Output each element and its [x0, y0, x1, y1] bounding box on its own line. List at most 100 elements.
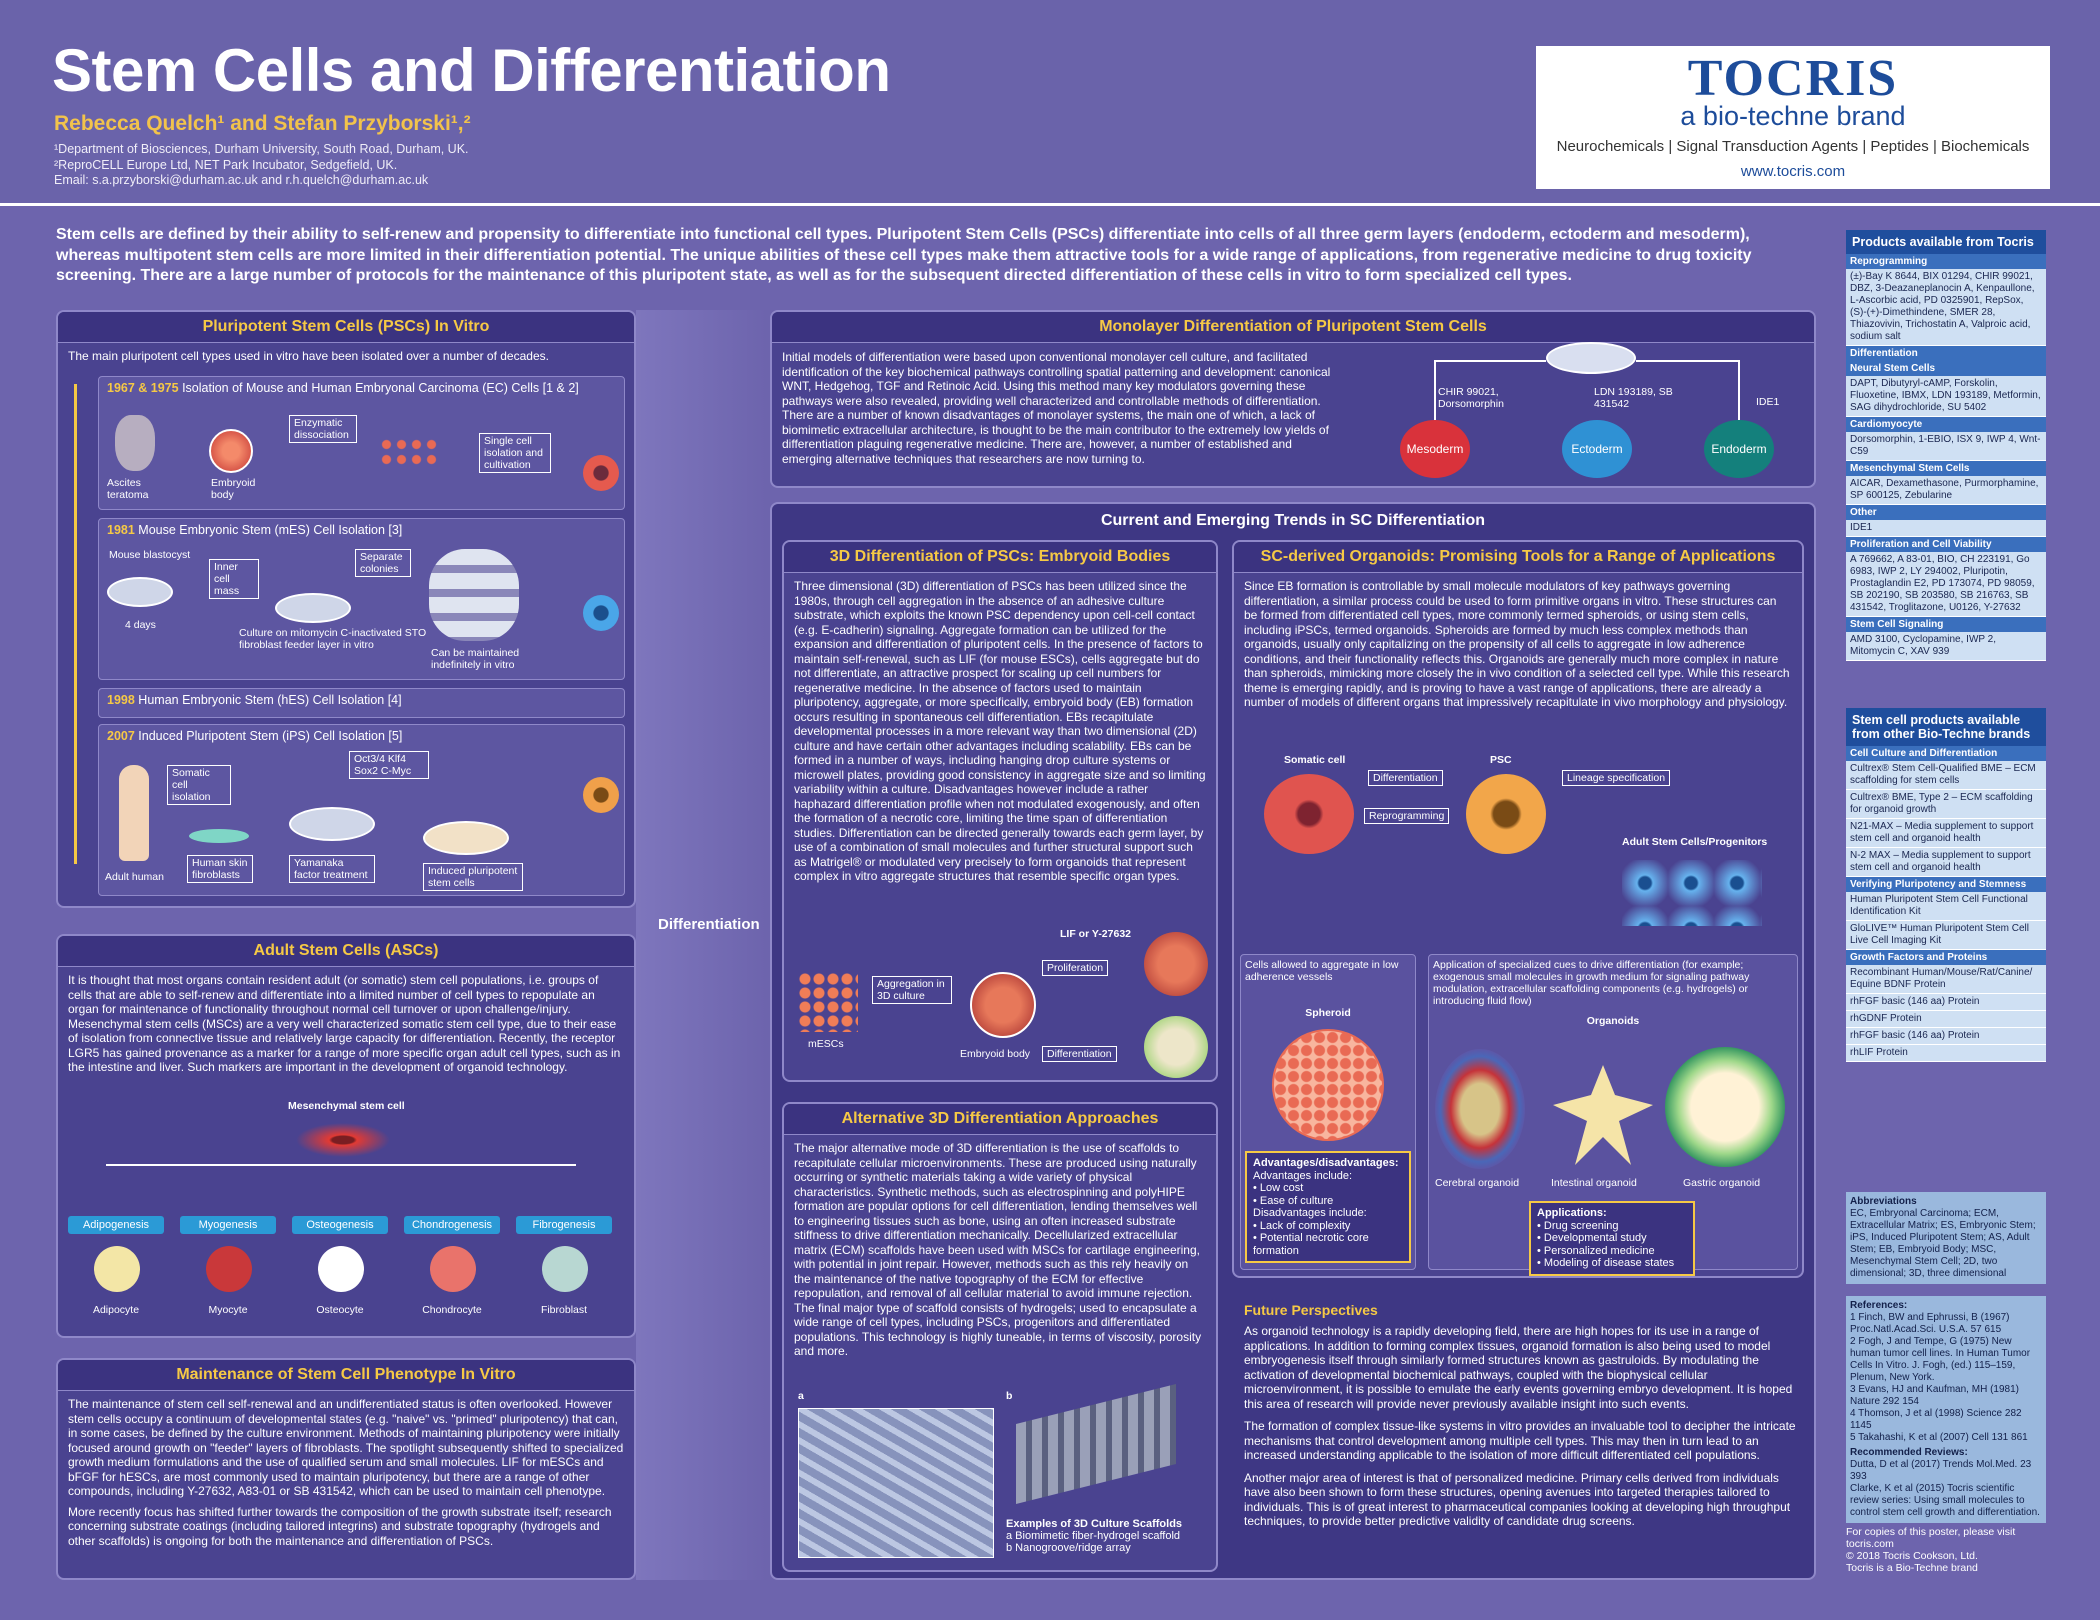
org-spec: Application of specialized cues to drive…	[1433, 959, 1750, 1007]
review-item: Clarke, K et al (2015) Tocris scientific…	[1850, 1483, 2040, 1518]
adv-item: • Lack of complexity	[1253, 1219, 1351, 1232]
reference-item: 1 Finch, BW and Ephrussi, B (1967) Proc.…	[1850, 1312, 2010, 1335]
factors-line2: Sox2 C-Myc	[354, 765, 412, 777]
lineage-cell-icon	[206, 1246, 252, 1292]
mono-branch-h	[1434, 360, 1546, 362]
sidebar-products: Products available from Tocris Reprogram…	[1846, 230, 2046, 661]
mono-dish-icon	[1546, 342, 1636, 374]
lineage-cell-label: Chondrocyte	[422, 1304, 482, 1316]
label-ascites: Ascites teratoma	[107, 477, 149, 501]
label-msc: Mesenchymal stem cell	[288, 1100, 405, 1112]
eb-text: Three dimensional (3D) differentiation o…	[794, 579, 1206, 883]
eb-panel: 3D Differentiation of PSCs: Embryoid Bod…	[782, 540, 1218, 1082]
sidebar-category: Mesenchymal Stem Cells	[1846, 461, 2046, 476]
event-1967-year: 1967 & 1975	[107, 381, 179, 395]
future-p3: Another major area of interest is that o…	[1244, 1470, 1791, 1529]
eb-aggregation: Aggregation in 3D culture	[872, 976, 952, 1004]
label-somatic: Somatic cell isolation	[167, 765, 231, 805]
reference-item: 3 Evans, HJ and Kaufman, MH (1981) Natur…	[1850, 1384, 2019, 1407]
org-spheroid: Spheroid	[1305, 1007, 1351, 1019]
sidebar-biotechne: Stem cell products available from other …	[1846, 708, 2046, 1062]
logo-url[interactable]: www.tocris.com	[1740, 163, 1846, 180]
sidebar-products-list: AICAR, Dexamethasone, Purmorphamine, SP …	[1846, 476, 2046, 505]
alt-caption: Examples of 3D Culture Scaffolds a Biomi…	[1006, 1518, 1182, 1554]
fiber-hydrogel-scaffold	[798, 1408, 994, 1558]
endoderm-icon: Endoderm	[1704, 420, 1774, 478]
sidebar-heading-1: Products available from Tocris	[1846, 230, 2046, 254]
asc-text: It is thought that most organs contain r…	[68, 973, 621, 1074]
label-yamanaka: Yamanaka factor treatment	[289, 855, 375, 883]
mono-compound-3: IDE1	[1756, 396, 1780, 408]
app-item: • Modeling of disease states	[1537, 1257, 1675, 1269]
dish-stack	[429, 549, 519, 641]
footer-line: Tocris is a Bio-Techne brand	[1846, 1562, 1978, 1574]
org-app-box: Applications: • Drug screening • Developm…	[1529, 1201, 1695, 1276]
label-ips: Induced pluripotent stem cells	[423, 863, 523, 891]
ips-dish	[423, 821, 509, 855]
tocris-logo[interactable]: TOCRIS a bio-techne brand Neurochemicals…	[1536, 46, 2050, 189]
app-item: • Personalized medicine	[1537, 1244, 1655, 1257]
sidebar-products-list: AMD 3100, Cyclopamine, IWP 2, Mitomycin …	[1846, 632, 2046, 661]
sidebar-product: Human Pluripotent Stem Cell Functional I…	[1846, 892, 2046, 921]
abbr-text: EC, Embryonal Carcinoma; ECM, Extracellu…	[1850, 1208, 2036, 1279]
psc-lead: The main pluripotent cell types used in …	[68, 349, 549, 363]
sidebar-product: GloLIVE™ Human Pluripotent Stem Cell Liv…	[1846, 921, 2046, 950]
org-app-heading: Applications:	[1537, 1207, 1607, 1219]
org-spheroid-box: Cells allowed to aggregate in low adhere…	[1240, 954, 1416, 1270]
gastric-organoid-icon	[1665, 1047, 1785, 1167]
mesoderm-icon: Mesoderm	[1400, 420, 1470, 478]
eb-mescs: mESCs	[808, 1038, 844, 1050]
sidebar-category: Cell Culture and Differentiation	[1846, 746, 2046, 761]
mono-title: Monolayer Differentiation of Pluripotent…	[772, 312, 1814, 343]
sidebar-category: Stem Cell Signaling	[1846, 617, 2046, 632]
asc-panel: Adult Stem Cells (ASCs) It is thought th…	[56, 934, 636, 1338]
lineage-cell-icon	[94, 1246, 140, 1292]
lineage-cell-label: Adipocyte	[92, 1304, 140, 1316]
event-1998-text: Human Embryonic Stem (hES) Cell Isolatio…	[138, 693, 402, 707]
app-item: • Developmental study	[1537, 1232, 1647, 1244]
maint-title: Maintenance of Stem Cell Phenotype In Vi…	[58, 1360, 634, 1391]
event-2007: 2007 Induced Pluripotent Stem (iPS) Cell…	[98, 724, 625, 896]
spheroid-icon	[1272, 1029, 1384, 1141]
ips-cell-icon	[583, 777, 619, 813]
embryoid-body-large	[970, 972, 1036, 1038]
endoderm-label: Endoderm	[1711, 442, 1767, 456]
sidebar-product: rhFGF basic (146 aa) Protein	[1846, 1028, 2046, 1045]
sidebar-product: Cultrex® BME, Type 2 – ECM scaffolding f…	[1846, 790, 2046, 819]
org-organoids: Organoids	[1586, 1015, 1640, 1027]
org-lineage: Lineage specification	[1562, 770, 1671, 786]
eb-lif: LIF or Y-27632	[1060, 928, 1132, 940]
logo-tagline: Neurochemicals | Signal Transduction Age…	[1556, 138, 2030, 155]
sidebar-products-list: (±)-Bay K 8644, BIX 01294, CHIR 99021, D…	[1846, 269, 2046, 346]
org-adv-heading: Advantages/disadvantages:	[1253, 1157, 1399, 1169]
alt-caption-a: a Biomimetic fiber-hydrogel scaffold	[1006, 1530, 1181, 1542]
org-adv-box: Advantages/disadvantages: Advantages inc…	[1245, 1151, 1411, 1263]
label-culture: Culture on mitomycin C-inactivated STO f…	[239, 627, 427, 651]
blastocyst-dish	[107, 577, 173, 607]
org-differentiation: Differentiation	[1368, 770, 1443, 786]
sidebar-product: rhGDNF Protein	[1846, 1011, 2046, 1028]
sidebar-products-list: Dorsomorphin, 1-EBIO, ISX 9, IWP 4, Wnt-…	[1846, 432, 2046, 461]
nanogroove-scaffold	[1016, 1384, 1176, 1504]
adv-item: Advantages include:	[1253, 1169, 1353, 1182]
lineage-tags: Adipogenesis Adipocyte Myogenesis Myocyte Os…	[68, 1216, 628, 1326]
mesoderm-label: Mesoderm	[1406, 442, 1464, 456]
sidebar-product: rhFGF basic (146 aa) Protein	[1846, 994, 2046, 1011]
maint-p1: The maintenance of stem cell self-renewa…	[68, 1397, 624, 1498]
eb-embryoid-label: Embryoid body	[960, 1048, 1031, 1060]
lineage-tag: Adipogenesis	[68, 1216, 164, 1234]
sidebar-category: Cardiomyocyte	[1846, 417, 2046, 432]
differentiated-body	[1144, 1016, 1208, 1078]
timeline-line	[74, 384, 77, 864]
sidebar-product: N-2 MAX – Media supplement to support st…	[1846, 848, 2046, 877]
event-1967: 1967 & 1975 Isolation of Mouse and Human…	[98, 376, 625, 510]
somatic-cell-icon	[1264, 774, 1354, 854]
label-4days: 4 days	[125, 619, 156, 631]
sidebar-category: Proliferation and Cell Viability	[1846, 537, 2046, 552]
authors: Rebecca Quelch¹ and Stefan Przyborski¹,²	[54, 112, 471, 135]
differentiation-label: Differentiation	[658, 916, 760, 933]
sidebar-products-list: IDE1	[1846, 520, 2046, 537]
org-somatic: Somatic cell	[1284, 754, 1346, 766]
alt-caption-b: b Nanogroove/ridge array	[1006, 1542, 1131, 1554]
refs-list: 1 Finch, BW and Ephrussi, B (1967) Proc.…	[1850, 1312, 2042, 1444]
